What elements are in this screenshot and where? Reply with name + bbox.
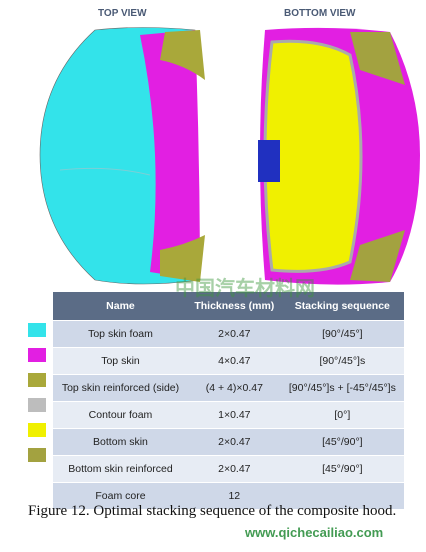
table-cell: Contour foam bbox=[53, 401, 188, 429]
table-cell bbox=[280, 482, 404, 509]
table-cell: 2×0.47 bbox=[187, 428, 281, 456]
table-cell: Top skin bbox=[53, 347, 188, 375]
layer-table: Name Thickness (mm) Stacking sequence Top s… bbox=[53, 292, 404, 509]
table-row: Bottom skin reinforced 2×0.47 [45°/90°] bbox=[53, 455, 404, 483]
table-cell: 1×0.47 bbox=[187, 401, 281, 429]
table-cell: Top skin reinforced (side) bbox=[53, 374, 188, 402]
watermark: 中国汽车材料网 bbox=[175, 278, 315, 300]
table-row: Foam core 12 bbox=[53, 482, 404, 509]
table-cell: Bottom skin reinforced bbox=[53, 455, 188, 483]
table-cell: [90°/45°] bbox=[280, 320, 404, 348]
caption: Figure 12. Optimal stacking sequence of … bbox=[28, 503, 397, 519]
table-row: Top skin foam 2×0.47 [90°/45°] bbox=[53, 320, 404, 348]
watermark: www.qichecailiao.com bbox=[245, 525, 384, 540]
table-cell: Bottom skin bbox=[53, 428, 188, 456]
color-swatch bbox=[28, 423, 46, 437]
table-cell: Foam core bbox=[53, 482, 188, 509]
table-cell: Top skin foam bbox=[53, 320, 188, 348]
table-row: Contour foam 1×0.47 [0°] bbox=[53, 401, 404, 429]
hood-drawings bbox=[39, 27, 420, 285]
view-label: BOTTOM VIEW bbox=[284, 8, 356, 19]
table-cell: [90°/45°]s bbox=[280, 347, 404, 375]
table-cell: 4×0.47 bbox=[187, 347, 281, 375]
table-cell: 12 bbox=[187, 482, 281, 509]
table-cell: (4 + 4)×0.47 bbox=[187, 374, 281, 402]
table-cell: 2×0.47 bbox=[187, 320, 281, 348]
color-swatch bbox=[28, 448, 46, 462]
table-row: Bottom skin 2×0.47 [45°/90°] bbox=[53, 428, 404, 456]
table-cell: [0°] bbox=[280, 401, 404, 429]
table-cell: [45°/90°] bbox=[280, 428, 404, 456]
view-label: TOP VIEW bbox=[98, 8, 147, 19]
table-cell: [45°/90°] bbox=[280, 455, 404, 483]
color-swatch bbox=[28, 323, 46, 337]
table-row: Top skin 4×0.47 [90°/45°]s bbox=[53, 347, 404, 375]
color-swatch bbox=[28, 373, 46, 387]
color-swatch bbox=[28, 348, 46, 362]
table-cell: [90°/45°]s + [-45°/45°]s bbox=[280, 374, 404, 402]
color-swatch bbox=[28, 398, 46, 412]
table-cell: 2×0.47 bbox=[187, 455, 281, 483]
table-row: Top skin reinforced (side) (4 + 4)×0.47 [9… bbox=[53, 374, 404, 402]
column-header: Stacking sequence bbox=[280, 292, 404, 321]
column-header: Thickness (mm) bbox=[187, 292, 281, 321]
column-header: Name bbox=[53, 292, 188, 321]
